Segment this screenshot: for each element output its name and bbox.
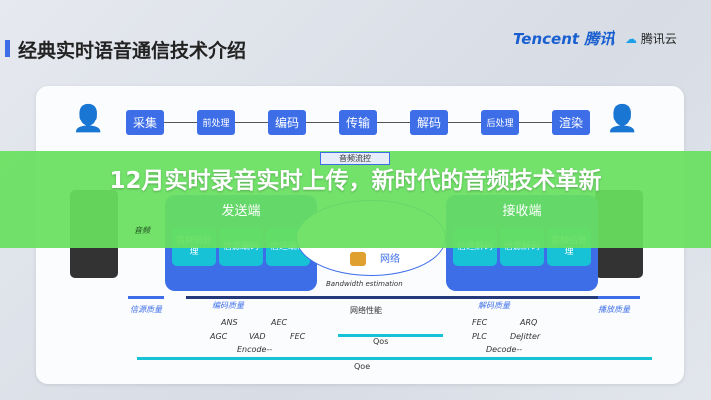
quality-timeline bbox=[186, 296, 601, 299]
pipeline-step: 编码 bbox=[268, 110, 306, 135]
bandwidth-label: Bandwidth estimation bbox=[326, 280, 403, 288]
qos-arrow bbox=[338, 334, 443, 337]
pipeline-step: 解码 bbox=[410, 110, 448, 135]
encode-label: Encode-- bbox=[237, 345, 273, 354]
qoe-label: Qoe bbox=[354, 362, 371, 371]
decode-label: Decode-- bbox=[486, 345, 523, 354]
sender-title: 发送端 bbox=[221, 204, 261, 219]
encode-item: ANS bbox=[221, 318, 238, 327]
encode-quality-label: 编码质量 bbox=[212, 301, 244, 310]
playback-quality-arrow bbox=[598, 296, 640, 299]
playback-quality-label: 播放质量 bbox=[598, 305, 630, 314]
network-label: 网络 bbox=[380, 254, 400, 265]
input-label: 音频 bbox=[134, 226, 150, 235]
headline-banner bbox=[0, 151, 711, 248]
network-performance-label: 网络性能 bbox=[350, 306, 382, 315]
logo-divider bbox=[613, 30, 614, 43]
tencent-logo: Tencent 腾讯 bbox=[513, 30, 615, 48]
user-computer-icon: 👤 bbox=[72, 104, 105, 134]
decode-item: PLC bbox=[472, 332, 487, 341]
pipeline-step: 前处理 bbox=[197, 110, 235, 135]
pipeline-step: 后处理 bbox=[481, 110, 519, 135]
decode-item: DeJitter bbox=[510, 332, 541, 341]
encode-item: VAD bbox=[249, 332, 266, 341]
source-quality-label: 信源质量 bbox=[130, 305, 162, 314]
slide-title: 经典实时语音通信技术介绍 bbox=[18, 40, 247, 62]
decode-item: ARQ bbox=[520, 318, 538, 327]
qos-label: Qos bbox=[373, 337, 389, 346]
headline: 12月实时录音实时上传，新时代的音频技术革新 bbox=[109, 168, 602, 194]
flow-control-box: 音频流控 bbox=[320, 152, 390, 165]
cloud-icon: ☁ bbox=[625, 32, 637, 46]
encode-item: AEC bbox=[271, 318, 288, 327]
header-accent-bar bbox=[5, 40, 10, 57]
cloud-logo-text: 腾讯云 bbox=[640, 32, 677, 46]
receiver-title: 接收端 bbox=[502, 204, 542, 219]
decode-item: FEC bbox=[472, 318, 488, 327]
decode-quality-label: 解码质量 bbox=[478, 301, 510, 310]
server-icon bbox=[350, 252, 366, 266]
qoe-arrow bbox=[137, 357, 652, 360]
pipeline-step: 渲染 bbox=[552, 110, 590, 135]
encode-item: FEC bbox=[290, 332, 306, 341]
user-computer-icon: 👤 bbox=[606, 104, 639, 134]
pipeline-step: 采集 bbox=[126, 110, 164, 135]
tencent-cloud-logo: ☁ 腾讯云 bbox=[625, 30, 677, 47]
encode-item: AGC bbox=[210, 332, 228, 341]
source-quality-arrow bbox=[128, 296, 164, 299]
pipeline-step: 传输 bbox=[339, 110, 377, 135]
